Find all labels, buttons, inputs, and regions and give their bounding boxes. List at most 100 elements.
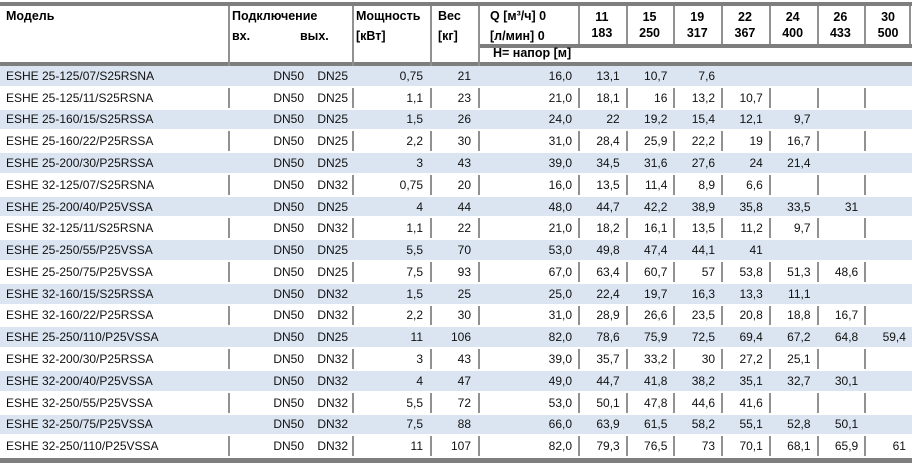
cell-inlet: DN50 bbox=[273, 330, 304, 345]
cell-head-q5: 52,8 bbox=[787, 417, 811, 432]
table-row: ESHE 32-200/40/P25VSSA DN50 DN32 4 47 49,0 44,… bbox=[0, 370, 912, 393]
q-header-divider bbox=[478, 44, 912, 48]
cell-head-q2: 41,8 bbox=[644, 373, 668, 388]
cell-model: ESHE 32-125/11/S25RSNA bbox=[6, 221, 154, 236]
cell-outlet: DN32 bbox=[317, 352, 348, 367]
cell-head-q1: 22,4 bbox=[596, 286, 620, 301]
cell-weight: 30 bbox=[457, 134, 471, 149]
table-border-top bbox=[0, 2, 912, 6]
cell-weight: 26 bbox=[457, 112, 471, 127]
cell-power: 0,75 bbox=[399, 68, 423, 83]
table-row: ESHE 25-200/40/P25VSSA DN50 DN25 4 44 48,0 44,… bbox=[0, 196, 912, 219]
cell-inlet: DN50 bbox=[273, 112, 304, 127]
cell-head-q0: 66,0 bbox=[548, 417, 572, 432]
cell-head-q1: 34,5 bbox=[596, 156, 620, 171]
cell-head-q6: 31 bbox=[844, 199, 859, 214]
grid-line bbox=[816, 6, 819, 44]
cell-power: 2,2 bbox=[406, 308, 423, 323]
cell-model: ESHE 25-125/11/S25RSNA bbox=[6, 90, 154, 105]
column-header-flow-lmin: [л/мин] 0 bbox=[490, 29, 545, 43]
cell-weight: 30 bbox=[457, 308, 471, 323]
grid-line bbox=[864, 6, 867, 44]
flow-column-headers: 11 183 15 250 19 317 22 367 24 400 26 433 30 500 bbox=[578, 6, 912, 44]
cell-inlet: DN50 bbox=[273, 243, 304, 258]
cell-power: 3 bbox=[416, 352, 423, 367]
cell-outlet: DN25 bbox=[317, 90, 348, 105]
grid-line bbox=[228, 6, 230, 458]
cell-model: ESHE 32-250/55/P25VSSA bbox=[6, 395, 153, 410]
cell-head-q2: 19,2 bbox=[644, 112, 668, 127]
grid-line bbox=[478, 6, 480, 458]
cell-head-q3: 38,9 bbox=[691, 199, 716, 214]
cell-model: ESHE 32-200/30/P25RSSA bbox=[6, 352, 154, 367]
cell-head-q2: 11,4 bbox=[644, 177, 668, 192]
cell-head-q2: 47,8 bbox=[644, 395, 668, 410]
cell-head-q2: 31,6 bbox=[644, 156, 668, 171]
column-header-flow-m3h: Q [м³/ч] 0 bbox=[490, 9, 547, 23]
header-bottom-divider bbox=[0, 62, 912, 66]
cell-head-q4: 12,1 bbox=[739, 112, 763, 127]
cell-head-q3: 58,2 bbox=[691, 417, 716, 432]
cell-model: ESHE 25-250/75/P25VSSA bbox=[6, 264, 153, 279]
cell-head-q7: 61 bbox=[892, 439, 906, 454]
cell-head-q5: 68,1 bbox=[787, 439, 811, 454]
cell-weight: 47 bbox=[457, 373, 471, 388]
cell-inlet: DN50 bbox=[273, 286, 304, 301]
cell-head-q2: 42,2 bbox=[644, 199, 668, 214]
cell-head-q0: 67,0 bbox=[548, 264, 572, 279]
cell-head-q6: 16,7 bbox=[834, 308, 859, 323]
cell-head-q1: 22 bbox=[606, 112, 620, 127]
cell-outlet: DN32 bbox=[317, 417, 348, 432]
cell-head-q0: 25,0 bbox=[548, 286, 572, 301]
cell-model: ESHE 32-200/40/P25VSSA bbox=[6, 373, 153, 388]
table-row: ESHE 25-125/07/S25RSNA DN50 DN25 0,75 21 16,0… bbox=[0, 66, 912, 88]
table-row: ESHE 25-250/110/P25VSSA DN50 DN25 11 106 82,0… bbox=[0, 327, 912, 350]
cell-model: ESHE 25-200/40/P25VSSA bbox=[6, 199, 153, 214]
cell-weight: 21 bbox=[457, 68, 471, 83]
cell-head-q0: 31,0 bbox=[548, 308, 572, 323]
cell-weight: 43 bbox=[457, 352, 471, 367]
cell-head-q3: 57 bbox=[701, 264, 716, 279]
column-header-inlet: вх. bbox=[232, 29, 251, 43]
cell-weight: 93 bbox=[457, 264, 471, 279]
flow-column-header: 24 400 bbox=[782, 10, 804, 40]
table-row: ESHE 32-250/55/P25VSSA DN50 DN32 5,5 72 53,0 5… bbox=[0, 393, 912, 415]
cell-weight: 25 bbox=[457, 286, 471, 301]
cell-head-q1: 13,5 bbox=[596, 177, 620, 192]
cell-power: 1,5 bbox=[406, 112, 423, 127]
cell-head-q3: 22,2 bbox=[691, 134, 716, 149]
table-row: ESHE 32-125/07/S25RSNA DN50 DN32 0,75 20 16,0… bbox=[0, 175, 912, 197]
cell-head-q4: 27,2 bbox=[739, 352, 763, 367]
cell-head-q3: 72,5 bbox=[691, 330, 716, 345]
cell-model: ESHE 32-160/22/P25RSSA bbox=[6, 308, 154, 323]
cell-power: 0,75 bbox=[399, 177, 423, 192]
cell-head-q4: 55,1 bbox=[739, 417, 763, 432]
table-row: ESHE 32-160/22/P25RSSA DN50 DN32 2,2 30 31,0 2… bbox=[0, 306, 912, 328]
flow-column-header: 26 433 bbox=[829, 10, 851, 40]
cell-head-q5: 67,2 bbox=[787, 330, 811, 345]
cell-head-q0: 49,0 bbox=[548, 373, 572, 388]
cell-weight: 70 bbox=[457, 243, 471, 258]
grid-line bbox=[578, 6, 580, 44]
cell-head-q0: 53,0 bbox=[548, 243, 572, 258]
cell-head-q3: 44,6 bbox=[691, 395, 716, 410]
cell-head-q3: 73 bbox=[701, 439, 716, 454]
cell-head-q3: 23,5 bbox=[691, 308, 716, 323]
cell-outlet: DN25 bbox=[317, 156, 348, 171]
cell-head-q1: 49,8 bbox=[596, 243, 620, 258]
cell-outlet: DN25 bbox=[317, 243, 348, 258]
cell-model: ESHE 32-250/110/P25VSSA bbox=[6, 439, 159, 454]
cell-power: 5,5 bbox=[406, 395, 423, 410]
cell-head-q3: 44,1 bbox=[691, 243, 716, 258]
cell-model: ESHE 25-250/55/P25VSSA bbox=[6, 243, 153, 258]
cell-head-q5: 18,8 bbox=[787, 308, 811, 323]
cell-head-q5: 51,3 bbox=[787, 264, 811, 279]
cell-power: 4 bbox=[416, 199, 423, 214]
cell-head-q0: 21,0 bbox=[548, 221, 572, 236]
cell-power: 7,5 bbox=[406, 417, 423, 432]
cell-outlet: DN25 bbox=[317, 68, 348, 83]
cell-head-q4: 20,8 bbox=[739, 308, 763, 323]
cell-head-q0: 21,0 bbox=[548, 90, 572, 105]
cell-weight: 22 bbox=[457, 221, 471, 236]
cell-power: 5,5 bbox=[406, 243, 423, 258]
